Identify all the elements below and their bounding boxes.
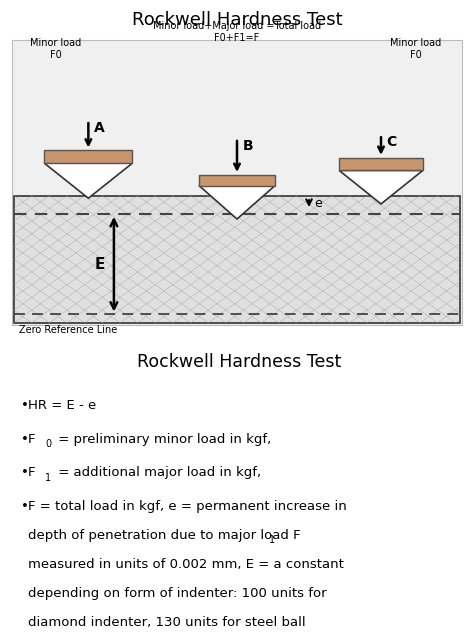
- Text: •: •: [21, 466, 29, 479]
- Polygon shape: [44, 163, 132, 198]
- Text: = additional major load in kgf,: = additional major load in kgf,: [54, 466, 261, 479]
- Text: Rockwell Hardness Test: Rockwell Hardness Test: [137, 353, 341, 371]
- Text: Minor load+Major load =Total load
F0+F1=F: Minor load+Major load =Total load F0+F1=…: [153, 21, 321, 43]
- Text: •: •: [21, 500, 29, 513]
- Text: F: F: [28, 433, 36, 446]
- Text: 0: 0: [46, 439, 52, 449]
- Text: depth of penetration due to major load F: depth of penetration due to major load F: [28, 529, 301, 542]
- Polygon shape: [339, 171, 423, 204]
- Text: Zero Reference Line: Zero Reference Line: [18, 325, 117, 334]
- Text: diamond indenter, 130 units for steel ball: diamond indenter, 130 units for steel ba…: [28, 616, 306, 629]
- Bar: [44, 150, 132, 163]
- Text: A: A: [94, 121, 105, 135]
- Text: Minor load
F0: Minor load F0: [30, 38, 82, 60]
- Text: B: B: [243, 138, 253, 153]
- Text: = preliminary minor load in kgf,: = preliminary minor load in kgf,: [54, 433, 271, 446]
- Text: 1: 1: [269, 535, 275, 545]
- Text: F = total load in kgf, e = permanent increase in: F = total load in kgf, e = permanent inc…: [28, 500, 346, 513]
- Text: Rockwell Hardness Test: Rockwell Hardness Test: [132, 11, 342, 29]
- Polygon shape: [199, 186, 275, 219]
- Text: C: C: [387, 135, 397, 149]
- Text: F: F: [28, 466, 36, 479]
- Text: e: e: [315, 197, 322, 210]
- Text: •: •: [21, 433, 29, 446]
- Text: E: E: [94, 257, 105, 272]
- Text: 1: 1: [46, 473, 52, 483]
- Text: HR = E - e: HR = E - e: [28, 399, 96, 413]
- Bar: [339, 158, 423, 171]
- Bar: [12, 40, 462, 325]
- Text: depending on form of indenter: 100 units for: depending on form of indenter: 100 units…: [28, 587, 327, 600]
- Text: Minor load
F0: Minor load F0: [390, 38, 441, 60]
- Bar: [14, 195, 460, 323]
- Bar: [199, 175, 275, 186]
- Text: •: •: [21, 399, 29, 413]
- Text: measured in units of 0.002 mm, E = a constant: measured in units of 0.002 mm, E = a con…: [28, 558, 344, 571]
